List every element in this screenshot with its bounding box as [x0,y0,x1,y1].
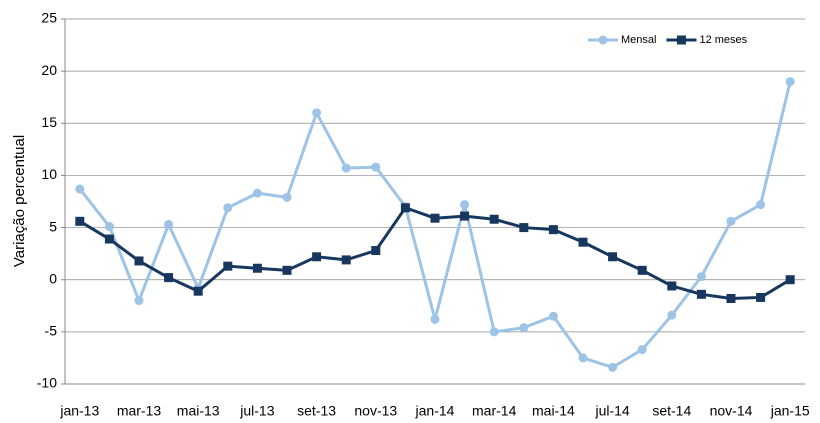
marker [489,214,499,224]
x-tick-label: jan-15 [770,403,810,419]
marker [726,216,736,226]
marker [608,252,618,262]
x-tick-label: jan-13 [59,403,99,419]
marker [548,311,558,321]
y-tick-label: 5 [49,218,57,234]
marker [756,200,766,210]
marker [519,323,529,333]
x-tick-label: nov-13 [354,403,397,419]
marker [519,223,529,233]
marker [460,211,470,221]
marker [104,222,114,232]
marker [312,252,322,262]
x-tick-label: mar-14 [472,403,517,419]
y-tick-label: -5 [45,323,58,339]
marker [75,216,85,226]
marker [608,362,618,372]
x-tick-label: jul-13 [239,403,274,419]
marker [578,237,588,247]
line [78,81,792,369]
marker [696,272,706,282]
marker [400,203,410,213]
marker [341,163,351,173]
marker [578,353,588,363]
marker [75,184,85,194]
y-tick-label: 10 [41,166,57,182]
marker [637,345,647,355]
y-tick-label: 0 [49,270,57,286]
y-tick-label: 20 [41,62,57,78]
marker [134,256,144,266]
x-tick-label: nov-14 [710,403,753,419]
marker [430,314,440,324]
x-tick-label: mai-14 [532,403,575,419]
marker [341,255,351,265]
marker [460,200,470,210]
marker [371,246,381,256]
marker [193,286,203,296]
marker [282,192,292,202]
x-tick-label: jan-14 [415,403,455,419]
y-tick-label: -10 [37,375,57,391]
marker [548,225,558,235]
marker [676,35,686,45]
marker [371,162,381,172]
marker [134,296,144,306]
marker [164,273,174,283]
y-tick-label: 15 [41,114,57,130]
x-tick-label: set-13 [297,403,336,419]
x-tick-label: mar-13 [117,403,162,419]
legend-label: 12 meses [699,34,747,46]
marker [104,234,114,244]
marker [696,289,706,299]
marker [756,292,766,302]
marker [164,219,174,229]
x-tick-label: jul-14 [594,403,629,419]
marker [726,293,736,303]
marker [252,188,262,198]
marker [282,265,292,275]
marker [667,281,677,291]
marker [489,327,499,337]
marker [223,203,233,213]
marker [252,263,262,273]
marker [312,108,322,118]
y-axis-label: Variação percentual [11,135,28,267]
marker [598,35,608,45]
marker [667,310,677,320]
marker [785,77,795,87]
x-tick-label: set-14 [652,403,691,419]
x-tick-label: mai-13 [177,403,220,419]
marker [430,213,440,223]
marker [785,275,795,285]
marker [637,265,647,275]
marker [223,261,233,271]
y-tick-label: 25 [41,10,57,26]
legend-label: Mensal [621,34,656,46]
